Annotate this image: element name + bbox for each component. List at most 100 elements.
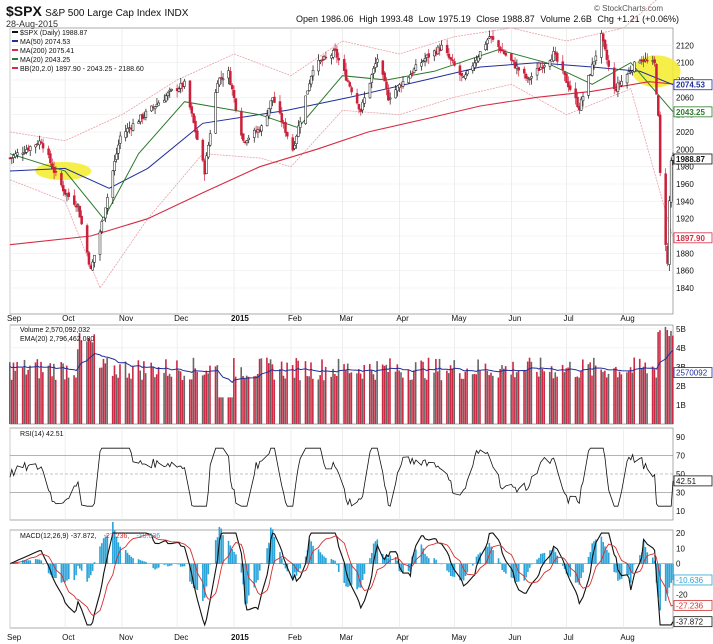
volume-bar xyxy=(561,364,564,424)
open-value: 1986.06 xyxy=(321,14,354,24)
macd-histogram-bar xyxy=(38,559,41,564)
volume-bar xyxy=(427,357,430,424)
volume-bar xyxy=(552,378,555,424)
price-legend-item: MA(50) 2074.53 xyxy=(20,39,70,46)
volume-bar xyxy=(356,373,358,424)
volume-bar xyxy=(144,373,147,424)
volume-bar xyxy=(278,369,281,424)
macd-histogram-bar xyxy=(91,563,94,571)
open-label: Open xyxy=(296,14,319,24)
macd-tag-box xyxy=(673,574,713,586)
macd-histogram-bar xyxy=(631,563,634,573)
volume-bar xyxy=(181,380,184,424)
exchange: INDX xyxy=(164,8,189,19)
macd-histogram-bar xyxy=(402,563,404,573)
volume-bar xyxy=(407,370,410,424)
macd-histogram-bar xyxy=(400,563,402,573)
volume-bar xyxy=(310,362,312,424)
macd-histogram-bar xyxy=(115,537,118,564)
candle-body xyxy=(106,197,109,209)
macd-y-tick: 0 xyxy=(676,560,681,569)
macd-histogram-bar xyxy=(165,563,167,565)
candle-body xyxy=(368,82,372,99)
volume-bar xyxy=(616,377,619,424)
candle-body xyxy=(587,75,590,96)
macd-histogram-bar xyxy=(255,563,257,583)
volume-bar xyxy=(284,378,287,424)
macd-histogram-bar xyxy=(40,560,43,564)
volume-bar xyxy=(271,364,274,424)
candle-body xyxy=(164,95,168,102)
volume-bar xyxy=(626,372,628,424)
volume-bar xyxy=(258,358,261,424)
candle-body xyxy=(343,59,346,71)
candle-body xyxy=(67,192,71,197)
volume-bar xyxy=(38,378,40,424)
volume-bar xyxy=(280,361,283,424)
rsi-y-tick: 70 xyxy=(676,452,685,461)
volume-bar xyxy=(332,368,334,424)
volume-bar xyxy=(372,374,375,424)
volume-bar xyxy=(323,380,325,424)
macd-histogram-bar xyxy=(75,563,77,576)
candle-body xyxy=(616,82,620,92)
macd-histogram-bar xyxy=(104,536,107,564)
volume-bar xyxy=(14,370,17,424)
macd-histogram-bar xyxy=(124,550,127,564)
macd-y-tick: 20 xyxy=(676,529,685,538)
ma50-line xyxy=(9,62,674,189)
candle-body xyxy=(401,81,405,87)
macd-histogram-bar xyxy=(446,563,448,571)
volume-bar xyxy=(453,360,456,424)
volume-bar xyxy=(163,372,165,424)
candle-body xyxy=(561,61,565,71)
candle-body xyxy=(381,60,385,75)
volume-bar xyxy=(381,364,384,424)
volume-bar xyxy=(464,371,467,424)
volume-value: 2.6B xyxy=(573,14,592,24)
macd-histogram-bar xyxy=(642,540,645,564)
volume-bar xyxy=(475,374,478,424)
volume-bar xyxy=(664,326,667,424)
macd-histogram-bar xyxy=(130,556,133,564)
volume-bar xyxy=(350,372,353,424)
volume-legend-item: EMA(20) 2,796,462,080 xyxy=(20,336,94,343)
macd-histogram-bar xyxy=(181,563,184,567)
candle-body xyxy=(664,173,667,245)
candle-body xyxy=(464,74,467,79)
volume-bar xyxy=(267,363,270,424)
macd-histogram-bar xyxy=(657,563,660,598)
macd-histogram-bar xyxy=(297,563,300,572)
candle-body xyxy=(170,88,173,91)
macd-histogram-bar xyxy=(499,562,502,564)
candle-body xyxy=(111,170,115,198)
candle-body xyxy=(579,98,583,111)
volume-bar xyxy=(346,363,349,424)
volume-bar xyxy=(27,369,29,424)
volume-bar xyxy=(115,374,118,424)
candle-body xyxy=(144,110,148,118)
macd-histogram-bar xyxy=(451,563,454,577)
candle-body xyxy=(188,80,192,108)
volume-bar xyxy=(220,397,222,424)
ohlc-readout: Open 1986.06 High 1993.48 Low 1975.19 Close… xyxy=(296,14,682,24)
macd-histogram-bar xyxy=(639,555,641,564)
volume-tag-label: 2570092 xyxy=(676,369,708,378)
macd-histogram-bar xyxy=(222,535,224,564)
macd-histogram-bar xyxy=(319,552,322,564)
volume-bar xyxy=(137,360,140,424)
macd-histogram-bar xyxy=(385,554,388,564)
candle-body xyxy=(278,101,282,114)
macd-histogram-bar xyxy=(73,563,76,581)
macd-histogram-bar xyxy=(604,546,606,564)
candle-body xyxy=(98,231,102,255)
volume-bar xyxy=(607,373,610,424)
volume-bar xyxy=(170,376,173,424)
volume-bar xyxy=(548,371,551,424)
macd-histogram-bar xyxy=(214,540,217,564)
value-tag-box xyxy=(673,106,713,118)
volume-bar xyxy=(530,361,533,424)
volume-bar xyxy=(440,380,443,424)
candle-body xyxy=(477,56,480,62)
